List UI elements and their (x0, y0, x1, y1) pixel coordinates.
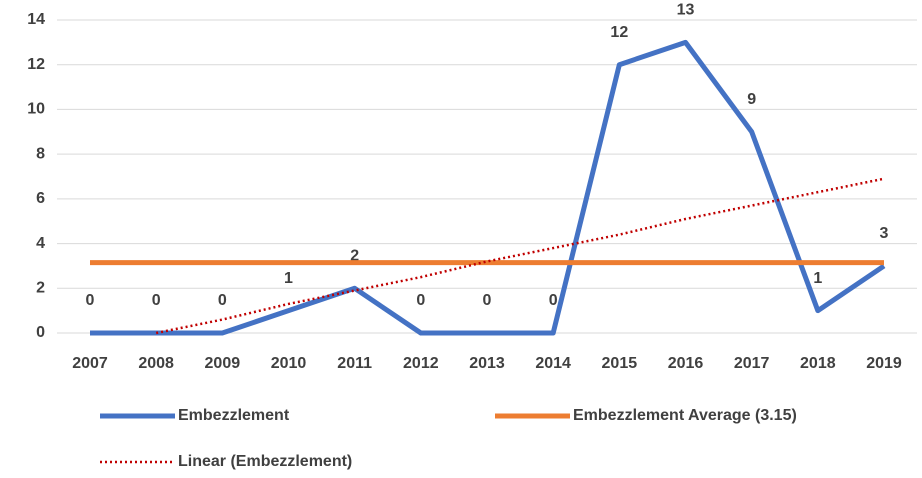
x-tick-label: 2009 (205, 355, 241, 372)
x-tick-label: 2008 (138, 355, 174, 372)
data-label: 0 (416, 292, 425, 309)
data-label: 1 (284, 270, 293, 287)
x-tick-label: 2013 (469, 355, 505, 372)
x-tick-label: 2007 (72, 355, 108, 372)
data-label: 13 (677, 2, 695, 19)
y-tick-label: 14 (27, 11, 45, 28)
data-label: 2 (350, 248, 359, 265)
y-tick-label: 0 (36, 324, 45, 341)
series-line (155, 177, 885, 335)
data-label: 12 (610, 24, 628, 41)
y-tick-label: 6 (36, 190, 45, 207)
x-tick-label: 2015 (602, 355, 638, 372)
data-label: 0 (218, 292, 227, 309)
x-tick-label: 2014 (535, 355, 571, 372)
y-tick-label: 2 (36, 280, 45, 297)
y-tick-label: 8 (36, 145, 45, 162)
x-tick-label: 2019 (866, 355, 902, 372)
x-tick-label: 2017 (734, 355, 770, 372)
x-tick-label: 2012 (403, 355, 439, 372)
y-tick-label: 10 (27, 101, 45, 118)
x-tick-label: 2016 (668, 355, 704, 372)
legend-label: Embezzlement Average (3.15) (573, 407, 797, 424)
data-label: 3 (880, 225, 889, 242)
data-label: 0 (152, 292, 161, 309)
legend-label: Linear (Embezzlement) (178, 453, 352, 470)
data-label: 0 (86, 292, 95, 309)
legend-label: Embezzlement (178, 407, 290, 424)
x-tick-label: 2011 (337, 355, 372, 372)
data-label: 0 (483, 292, 492, 309)
data-label: 1 (813, 270, 822, 287)
x-tick-label: 2010 (271, 355, 307, 372)
series-line (90, 39, 886, 336)
x-tick-label: 2018 (800, 355, 836, 372)
y-tick-label: 4 (36, 235, 45, 252)
data-label: 9 (747, 91, 756, 108)
y-tick-label: 12 (27, 56, 45, 73)
data-label: 0 (549, 292, 558, 309)
